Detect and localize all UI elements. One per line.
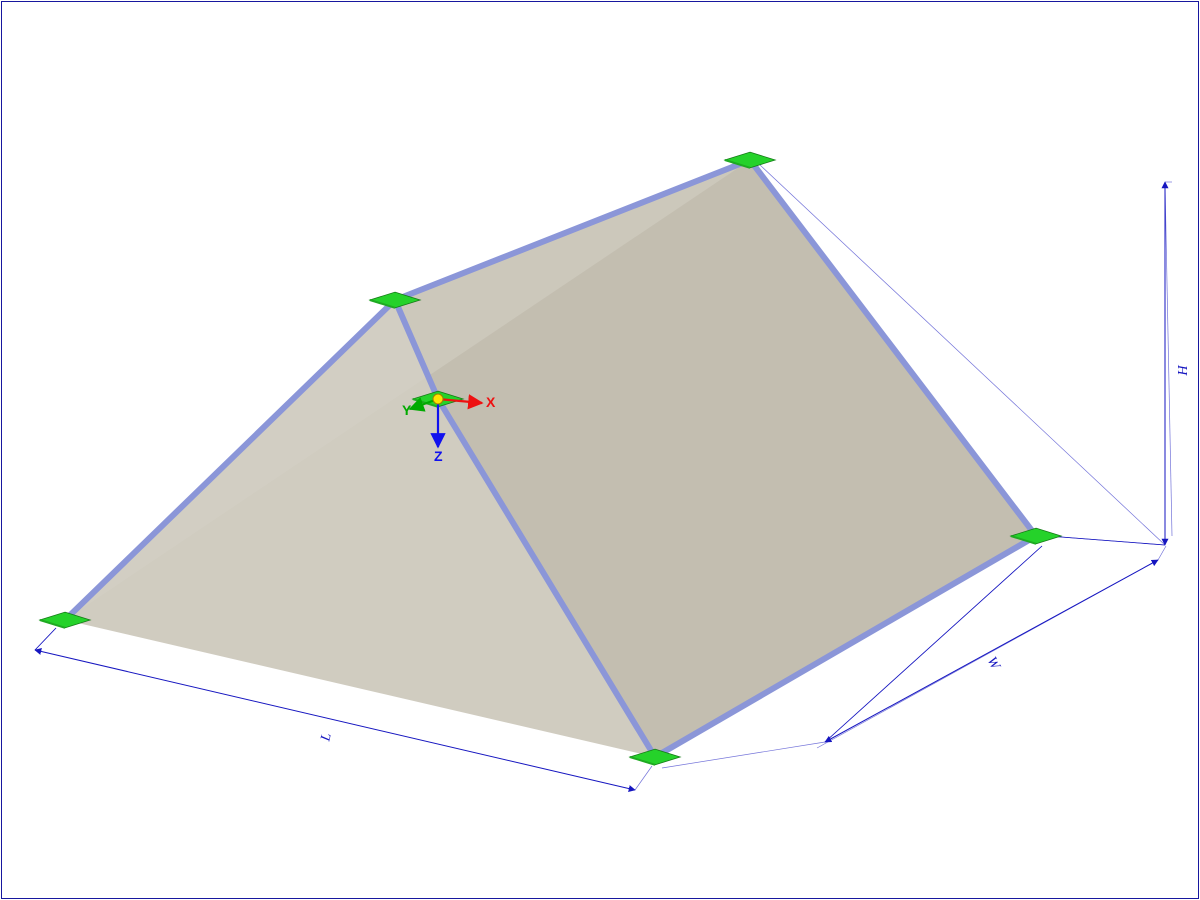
dim-label-W: W (984, 655, 1003, 674)
model-viewport[interactable]: L W H X Y Z (0, 0, 1200, 900)
origin-dot (433, 394, 443, 404)
dim-label-L: L (318, 732, 335, 744)
axis-label-X: X (486, 394, 496, 410)
axis-label-Z: Z (434, 448, 443, 464)
axis-label-Y: Y (402, 402, 412, 418)
dim-label-H: H (1174, 364, 1189, 376)
